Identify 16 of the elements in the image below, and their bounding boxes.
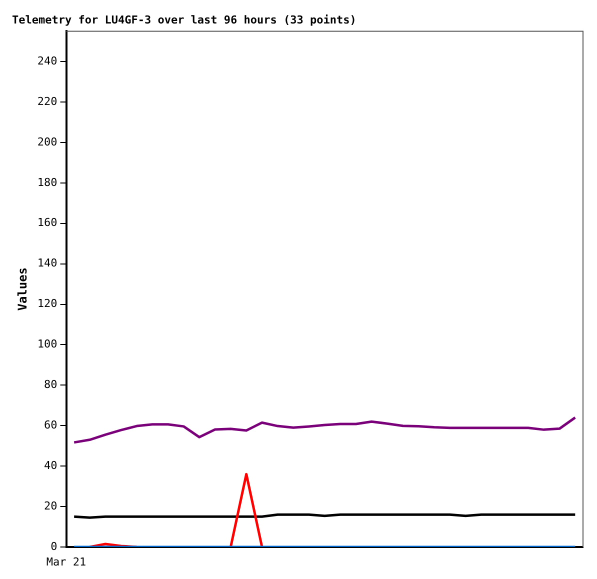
y-tick-label: 80 [44, 378, 58, 392]
y-tick-label: 100 [37, 338, 58, 351]
y-tick-label: 240 [37, 54, 58, 68]
y-tick-label: 200 [37, 135, 58, 148]
y-tick-label: 120 [37, 297, 58, 310]
y-axis-title: Values [15, 267, 30, 311]
y-tick-label: 180 [37, 176, 58, 189]
text: Mar 21 [46, 555, 86, 568]
y-tick-label: 60 [44, 418, 58, 432]
chart-title: Telemetry for LU4GF-3 over last 96 hours (33 points) [12, 13, 356, 26]
y-tick-label: 20 [44, 499, 58, 512]
y-tick-label: 0 [50, 540, 58, 553]
y-tick-label: 140 [37, 256, 58, 270]
y-tick-label: 220 [37, 94, 58, 108]
y-tick-label: 160 [37, 216, 58, 230]
y-tick-label: 40 [44, 458, 58, 472]
